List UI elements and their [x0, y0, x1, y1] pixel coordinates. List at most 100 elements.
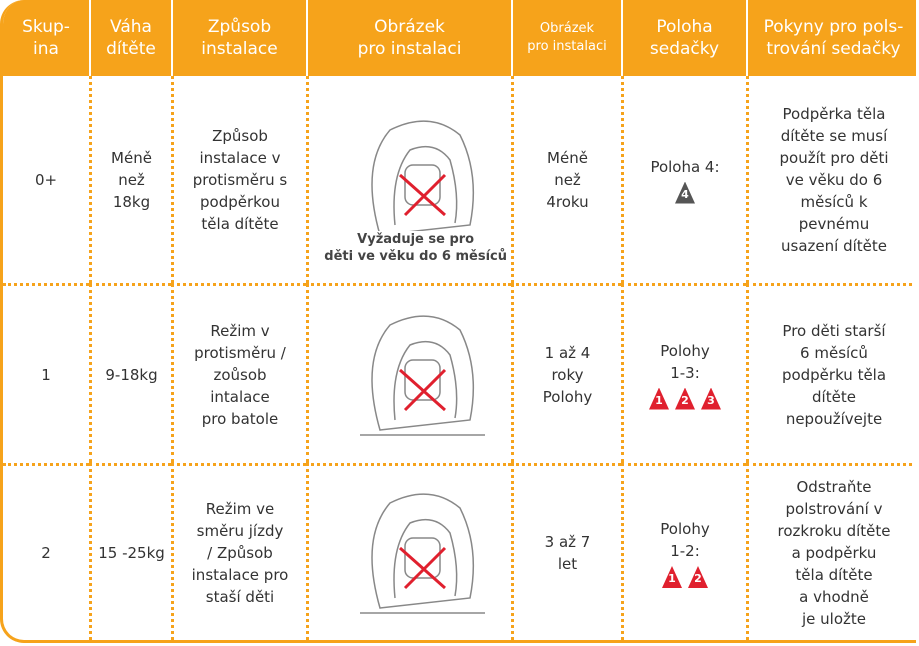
table-cell: Polohy 1-2: 1 2: [621, 463, 746, 640]
table-cell: Polohy 1-3: 1 2 3: [621, 283, 746, 463]
header-line: Pokyny pro pols-: [763, 17, 904, 37]
table-cell: 9-18kg: [89, 283, 171, 463]
caption-line: Vyžaduje se pro: [357, 232, 475, 247]
cell-line: dítěte: [812, 387, 856, 406]
header-line: sedačky: [649, 39, 720, 59]
header-line: pro instalaci: [527, 39, 607, 54]
cell-line: protisměru s: [192, 170, 288, 189]
table-cell: Způsob instalace v protisměru s podpěrkou tě…: [171, 76, 306, 283]
cell-line: těla dítěte: [201, 214, 279, 233]
seat-image: [360, 493, 485, 614]
caption-line: děti ve věku do 6 měsíců: [324, 249, 507, 264]
header-line: Obrázek: [374, 17, 445, 37]
header-cell: Pokyny pro pols-trování sedačky: [746, 0, 916, 76]
position-badge: 2: [675, 387, 695, 410]
cell-line: Způsob: [212, 126, 268, 145]
table-cell: [306, 283, 511, 463]
header-line: Způsob: [207, 17, 272, 37]
position-badge: 3: [701, 387, 721, 410]
cell-line: 6 měsíců: [800, 343, 868, 362]
cell-line: zoůsob: [213, 365, 267, 384]
cell-line: usazení dítěte: [781, 236, 887, 255]
cell-line: Polohy: [660, 341, 710, 360]
cell-line: Polohy: [660, 520, 710, 538]
cell-line: podpěrku těla: [781, 365, 887, 384]
cell-line: nepoužívejte: [785, 409, 883, 428]
table-cell: Režim ve směru jízdy / Způsob instalace pro…: [171, 463, 306, 640]
cell-line: rozkroku dítěte: [777, 522, 891, 540]
header-cell: Skup-ina: [3, 0, 89, 76]
cell-line: měsíců k: [800, 192, 868, 211]
header-line: Poloha: [656, 17, 713, 37]
cell-line: protisměru /: [194, 343, 286, 362]
header-line: Váha: [110, 17, 152, 37]
table-cell: 3 až 7 let: [511, 463, 621, 640]
cell-line: a vhodně: [799, 588, 869, 606]
table-cell: 1: [3, 283, 89, 463]
cell-line: 4roku: [546, 192, 589, 211]
cell-line: Polohy: [542, 387, 593, 406]
cell-line: Odstraňte: [796, 478, 872, 496]
header-cell: Poloha sedačky: [621, 0, 746, 76]
cell-line: 3 až 7: [544, 533, 591, 551]
header-line: ina: [33, 39, 59, 59]
cell-line: polstrování v: [785, 500, 883, 518]
cell-line: 1 až 4: [544, 343, 591, 362]
cell-line: směru jízdy: [196, 522, 284, 540]
table-cell: 1 až 4 roky Polohy: [511, 283, 621, 463]
table-cell: Méně než 4roku: [511, 76, 621, 283]
cell-line: instalace pro: [191, 566, 289, 584]
position-badge: 4: [675, 181, 695, 204]
cell-line: pevnému: [798, 214, 870, 233]
cell-line: použít pro děti: [779, 148, 889, 167]
cell-line: podpěrkou: [200, 192, 280, 211]
table-cell: 15 -25kg: [89, 463, 171, 640]
cell-line: / Způsob: [207, 544, 273, 562]
cell-line: Méně: [547, 148, 588, 167]
table-cell: Režim v protisměru / zoůsob intalace pro bat…: [171, 283, 306, 463]
cell-line: 15 -25kg: [98, 544, 165, 562]
position-badge: 1: [649, 387, 669, 410]
header-line: instalace: [201, 39, 278, 59]
cell-line: 0+: [34, 170, 58, 189]
cell-line: Režim v: [210, 321, 270, 340]
seat-image: [360, 314, 485, 436]
header-line: Skup-: [22, 17, 70, 37]
cell-line: instalace v: [199, 148, 281, 167]
cell-line: dítěte se musí: [780, 126, 888, 145]
image-caption: Vyžaduje se pro děti ve věku do 6 měsíců: [324, 231, 507, 265]
cell-line: 18kg: [112, 192, 151, 211]
cell-line: 1-2:: [670, 542, 700, 560]
cell-line: roky: [551, 365, 584, 384]
position-badge: 1: [662, 566, 682, 588]
table-cell: 2: [3, 463, 89, 640]
header-line: Obrázek: [539, 21, 595, 36]
cell-line: a podpěrku: [791, 544, 877, 562]
badge-group: 4: [675, 181, 695, 204]
header-cell: Způsob instalace: [171, 0, 306, 76]
cell-line: 9-18kg: [105, 365, 158, 384]
position-badge: 2: [688, 566, 708, 588]
table-cell: 0+: [3, 76, 89, 283]
header-cell: Váha dítěte: [89, 0, 171, 76]
table-cell: [306, 463, 511, 640]
cell-line: Méně: [111, 148, 152, 167]
cell-line: let: [557, 555, 578, 573]
cell-line: těla dítěte: [795, 566, 873, 584]
header-line: trování sedačky: [766, 39, 901, 59]
cell-line: staší děti: [205, 588, 275, 606]
cell-line: Pro děti starší: [782, 321, 886, 340]
table-cell: Poloha 4: 4: [621, 76, 746, 283]
table-cell: Odstraňte polstrování v rozkroku dítěte a p…: [746, 463, 916, 640]
cell-line: Režim ve: [205, 500, 275, 518]
header-cell: Obrázek pro instalaci: [306, 0, 511, 76]
cell-line: než: [118, 170, 145, 189]
cell-line: intalace: [210, 387, 270, 406]
table-cell: Vyžaduje se pro děti ve věku do 6 měsíců: [306, 76, 511, 283]
table-cell: Podpěrka těla dítěte se musí použít pro dě…: [746, 76, 916, 283]
table-cell: Méně než 18kg: [89, 76, 171, 283]
cell-line: 1-3:: [670, 363, 700, 382]
